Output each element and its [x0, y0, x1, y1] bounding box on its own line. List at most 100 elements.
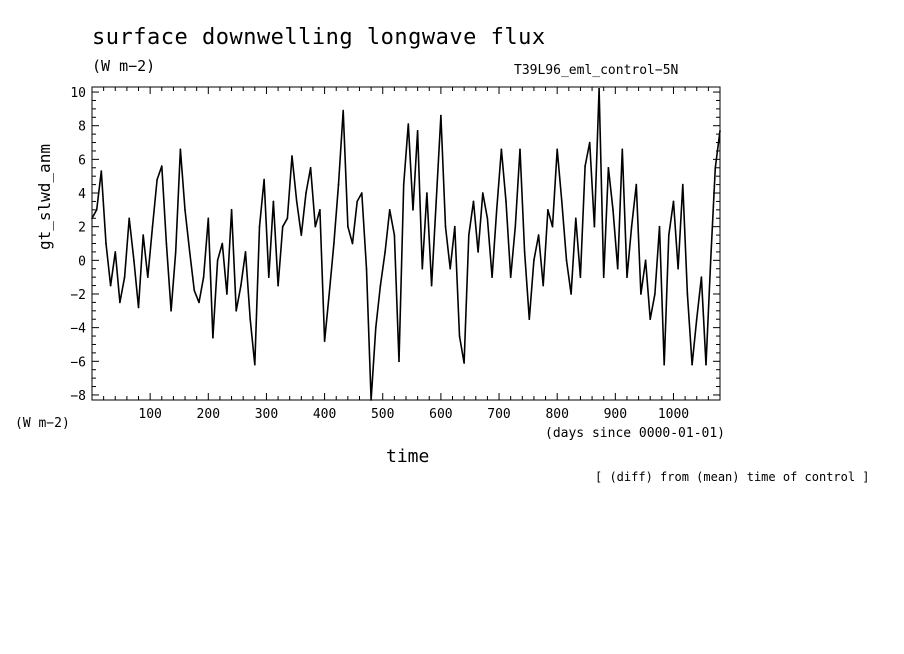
y-tick-label: 10: [70, 86, 86, 101]
data-point: [249, 318, 251, 321]
data-point: [598, 87, 600, 90]
data-point: [198, 301, 200, 304]
data-point: [323, 340, 326, 342]
data-point: [347, 225, 349, 228]
data-point: [226, 293, 228, 295]
data-point: [551, 225, 554, 228]
data-point: [468, 234, 470, 236]
data-point: [579, 276, 582, 278]
data-point: [398, 360, 400, 363]
data-point: [105, 242, 107, 245]
data-point: [137, 306, 140, 309]
data-point: [184, 209, 186, 211]
data-point: [574, 217, 577, 220]
data-point: [365, 267, 368, 270]
data-point: [495, 209, 498, 211]
data-point: [374, 326, 377, 329]
data-point: [193, 289, 196, 292]
data-point: [156, 178, 158, 181]
data-point: [472, 200, 475, 203]
data-point: [649, 318, 652, 321]
x-tick-label: 600: [429, 407, 452, 422]
data-point: [556, 148, 558, 151]
x-tick-label: 1000: [658, 407, 689, 422]
y-tick-label: −4: [70, 322, 86, 337]
data-point: [328, 293, 331, 295]
data-point: [258, 225, 261, 228]
data-point: [305, 192, 307, 194]
data-point: [668, 234, 670, 236]
data-point: [91, 217, 93, 220]
x-axis-label: time: [386, 446, 430, 467]
data-point: [370, 399, 372, 401]
data-point: [123, 276, 126, 278]
data-point: [444, 225, 447, 228]
units-label-bottom: (W m−2): [15, 416, 70, 431]
data-point: [170, 310, 172, 312]
data-point: [509, 276, 512, 278]
data-point: [309, 166, 312, 169]
data-point: [626, 276, 628, 278]
data-point: [709, 259, 712, 262]
y-tick-label: 2: [78, 221, 86, 236]
data-point: [281, 225, 284, 228]
data-point: [393, 234, 396, 236]
x-tick-label: 400: [313, 407, 336, 422]
data-point: [519, 148, 521, 151]
data-point: [314, 225, 317, 228]
data-point: [151, 225, 154, 228]
data-point: [537, 234, 540, 236]
data-point: [100, 170, 103, 172]
x-tick-label: 300: [255, 407, 278, 422]
data-point: [658, 225, 661, 228]
data-point: [216, 259, 219, 262]
data-point: [342, 109, 345, 112]
data-point: [695, 318, 698, 321]
y-tick-label: −6: [70, 355, 86, 370]
data-point: [142, 234, 144, 236]
data-point: [565, 259, 568, 262]
data-point: [300, 234, 303, 236]
data-point: [421, 267, 424, 270]
data-point: [621, 148, 624, 151]
data-point: [440, 114, 442, 117]
data-point: [416, 129, 419, 132]
data-point: [160, 165, 163, 167]
x-tick-label: 700: [487, 407, 510, 422]
data-point: [542, 284, 545, 287]
data-point: [491, 276, 493, 278]
data-point: [133, 259, 135, 262]
x-tick-label: 800: [545, 407, 568, 422]
data-point: [95, 209, 98, 211]
data-point: [528, 318, 531, 321]
data-point: [588, 141, 591, 144]
data-point: [119, 301, 121, 304]
data-point: [230, 209, 233, 211]
data-point: [454, 225, 456, 228]
data-point: [663, 363, 665, 366]
data-point: [481, 192, 484, 194]
chart-note: [ (diff) from (mean) time of control ]: [595, 470, 870, 484]
data-point: [384, 251, 386, 253]
data-point: [705, 363, 707, 366]
data-point: [333, 242, 335, 245]
data-point: [477, 251, 479, 253]
data-point: [654, 293, 656, 295]
data-point: [584, 165, 586, 167]
y-tick-label: 8: [78, 120, 86, 135]
x-tick-label: 200: [197, 407, 220, 422]
data-point: [681, 183, 684, 186]
data-point: [402, 183, 405, 186]
x-axis-units: (days since 0000-01-01): [545, 426, 726, 441]
data-point: [412, 209, 414, 211]
data-point: [672, 200, 675, 203]
data-point: [570, 293, 572, 295]
data-point: [244, 251, 247, 253]
data-point: [235, 310, 238, 312]
data-point: [174, 251, 177, 253]
data-point: [700, 276, 703, 278]
data-point: [449, 267, 451, 270]
data-point: [686, 293, 689, 295]
data-point: [379, 284, 382, 287]
series-line: [91, 87, 721, 401]
